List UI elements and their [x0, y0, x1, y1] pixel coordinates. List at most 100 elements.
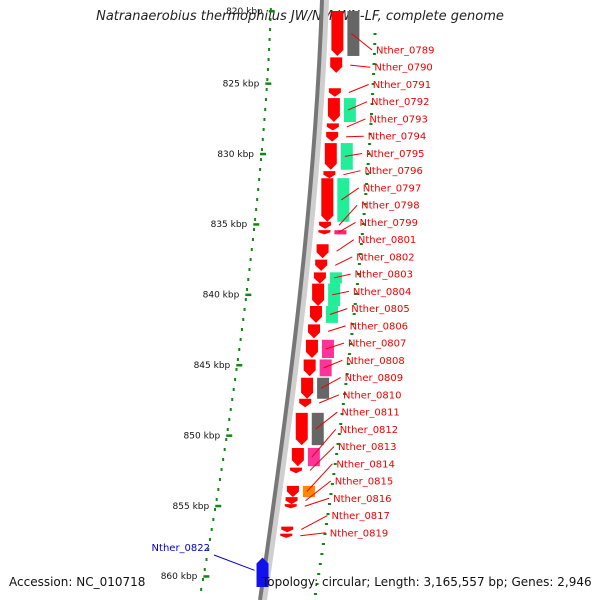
cds-arrow[interactable] [291, 447, 304, 467]
cds-arrow[interactable] [308, 324, 321, 339]
kbp-tick-label: 850 kbp [184, 431, 221, 441]
label-leader [329, 308, 348, 315]
gene-label[interactable]: Nther_0810 [343, 390, 401, 401]
gene-label[interactable]: Nther_0817 [331, 511, 389, 522]
cds-arrow[interactable] [280, 533, 293, 538]
gene-label[interactable]: Nther_0819 [330, 528, 388, 539]
gene-label[interactable]: Nther_0813 [338, 442, 396, 453]
gene-label[interactable]: Nther_0805 [351, 304, 409, 315]
gene-label[interactable]: Nther_0793 [369, 114, 427, 125]
gc-dot [253, 228, 256, 231]
cds-arrow[interactable] [318, 230, 331, 235]
cds-arrow[interactable] [323, 171, 336, 179]
cds-arrow[interactable] [256, 557, 269, 588]
gc-dot [235, 368, 238, 371]
gene-label[interactable]: Nther_0806 [350, 321, 408, 332]
gc-dot [354, 293, 358, 295]
gene-label[interactable]: Nther_0801 [358, 235, 416, 246]
gene-label[interactable]: Nther_0803 [355, 270, 413, 281]
gene-label[interactable]: Nther_0809 [345, 373, 403, 384]
gene-label[interactable]: Nther_0790 [374, 63, 432, 74]
gene-label[interactable]: Nther_0792 [371, 97, 429, 108]
gc-dot [366, 163, 370, 165]
cog-block [347, 11, 360, 56]
backbone [258, 0, 324, 600]
label-leader [325, 342, 345, 350]
cds-arrow[interactable] [328, 88, 341, 97]
gene-label[interactable]: Nther_0802 [356, 252, 414, 263]
cds-arrow[interactable] [284, 504, 297, 509]
gene-label[interactable]: Nther_0822 [152, 543, 210, 554]
cds-arrow[interactable] [281, 526, 294, 533]
cds-arrow[interactable] [285, 497, 298, 505]
gc-dot [205, 558, 208, 561]
cog-block [321, 339, 334, 359]
cds-arrow[interactable] [303, 359, 316, 377]
gc-dot [266, 68, 269, 71]
tick-marks: 820 kbp 825 kbp 830 kbp 835 kbp 840 kbp 845 k… [161, 7, 275, 582]
gc-dot [264, 108, 267, 111]
kbp-tick-label: 845 kbp [194, 361, 231, 371]
label-leader [300, 532, 326, 537]
gene-label[interactable]: Nther_0796 [364, 166, 422, 177]
accession-text: Accession: NC_010718 [9, 575, 146, 589]
cds-arrow[interactable] [309, 306, 322, 323]
gene-label[interactable]: Nther_0794 [368, 132, 426, 143]
gene-label[interactable]: Nther_0808 [346, 356, 404, 367]
cds-arrow[interactable] [289, 467, 302, 474]
gc-dot [210, 528, 213, 531]
kbp-tick [265, 82, 272, 85]
gene-label[interactable]: Nther_0798 [361, 201, 419, 212]
gc-dot [214, 508, 217, 511]
cds-arrow[interactable] [286, 485, 299, 498]
gene-label[interactable]: Nther_0816 [333, 494, 391, 505]
gc-dot [212, 518, 215, 521]
gc-dot [355, 283, 359, 285]
cds-arrow[interactable] [316, 244, 329, 259]
gc-dot [358, 253, 362, 255]
gc-dot [371, 93, 375, 95]
kbp-tick-label: 830 kbp [217, 150, 254, 160]
label-leader [323, 359, 343, 369]
gene-label[interactable]: Nther_0797 [363, 183, 421, 194]
cog-block [325, 306, 338, 323]
gene-label[interactable]: Nther_0811 [341, 408, 399, 419]
cds-arrow[interactable] [321, 178, 334, 222]
gc-dot [336, 443, 340, 445]
cds-arrow[interactable] [299, 398, 312, 408]
kbp-tick-label: 860 kbp [161, 572, 198, 582]
label-leader [348, 84, 369, 93]
gc-dot [222, 458, 225, 461]
gene-label[interactable]: Nther_0791 [373, 80, 431, 91]
cds-arrow[interactable] [326, 123, 339, 131]
cog-block [334, 230, 347, 235]
gene-label[interactable]: Nther_0804 [353, 287, 411, 298]
cds-arrow[interactable] [312, 283, 325, 307]
gene-label[interactable]: Nther_0807 [348, 339, 406, 350]
cds-arrow[interactable] [295, 412, 308, 446]
gc-dot [229, 408, 232, 411]
cds-arrow[interactable] [327, 98, 340, 122]
cds-arrow[interactable] [315, 259, 328, 271]
label-leader [309, 446, 335, 471]
cds-arrow[interactable] [319, 221, 332, 229]
gene-label[interactable]: Nther_0812 [340, 425, 398, 436]
cds-arrow[interactable] [313, 272, 326, 284]
cds-arrow[interactable] [305, 339, 318, 359]
cds-arrow[interactable] [324, 143, 337, 170]
gene-label[interactable]: Nther_0815 [335, 477, 393, 488]
cds-arrow[interactable] [330, 57, 343, 73]
gc-dot [247, 278, 250, 281]
gc-dot [201, 578, 204, 581]
gene-label[interactable]: Nther_0799 [360, 218, 418, 229]
gene-label[interactable]: Nther_0795 [366, 149, 424, 160]
gc-dot [363, 203, 367, 205]
gene-label[interactable]: Nther_0789 [376, 46, 434, 57]
cds-arrow[interactable] [326, 131, 339, 142]
gene-label[interactable]: Nther_0814 [336, 459, 394, 470]
gc-dot [257, 188, 260, 191]
cds-arrow[interactable] [301, 377, 314, 399]
cds-arrow[interactable] [331, 11, 344, 56]
label-leader [338, 204, 358, 226]
gc-dot [373, 43, 377, 45]
